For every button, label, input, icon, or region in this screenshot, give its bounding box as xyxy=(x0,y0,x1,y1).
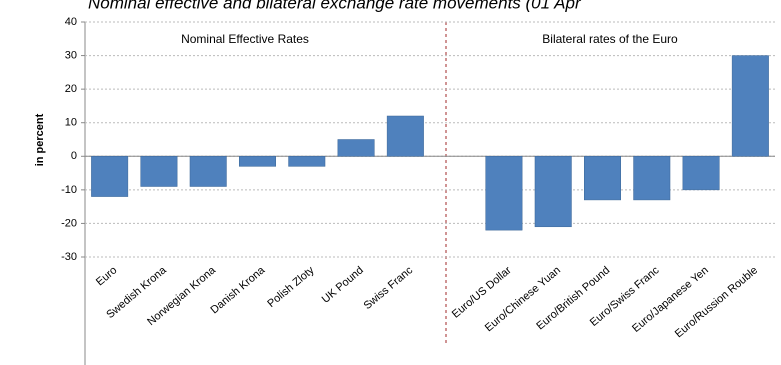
bar xyxy=(288,156,326,167)
y-tick-label: 30 xyxy=(65,49,77,61)
chart-title: Nominal effective and bilateral exchange… xyxy=(88,0,582,12)
x-tick-label: Euro/Russion Rouble xyxy=(673,264,760,340)
x-tick-label: Danish Krona xyxy=(209,264,268,317)
x-tick-label: Swiss Franc xyxy=(362,264,416,312)
y-tick-label: 0 xyxy=(71,150,77,162)
x-tick-label: UK Pound xyxy=(320,264,366,305)
bar xyxy=(731,55,769,157)
annotation: Nominal Effective Rates xyxy=(181,32,309,46)
bar xyxy=(189,156,227,187)
bar xyxy=(584,156,621,201)
bar xyxy=(386,115,424,157)
bar xyxy=(140,156,178,187)
x-tick-label: Polish Zloty xyxy=(265,264,317,310)
bar xyxy=(534,156,572,228)
bar xyxy=(91,156,129,197)
y-tick-label: 20 xyxy=(65,83,77,95)
y-tick-label: 40 xyxy=(65,16,77,28)
bar xyxy=(239,156,276,167)
y-tick-label: 10 xyxy=(65,117,77,129)
y-tick-label: -20 xyxy=(61,217,77,229)
x-tick-label: Euro xyxy=(94,264,120,288)
y-tick-label: -30 xyxy=(61,251,77,263)
y-tick-label: -10 xyxy=(61,184,77,196)
bar xyxy=(337,139,375,157)
bar xyxy=(682,156,720,191)
bar xyxy=(633,156,671,201)
bar xyxy=(485,156,523,231)
annotation: Bilateral rates of the Euro xyxy=(542,32,678,46)
y-axis-label: in percent xyxy=(34,113,46,166)
